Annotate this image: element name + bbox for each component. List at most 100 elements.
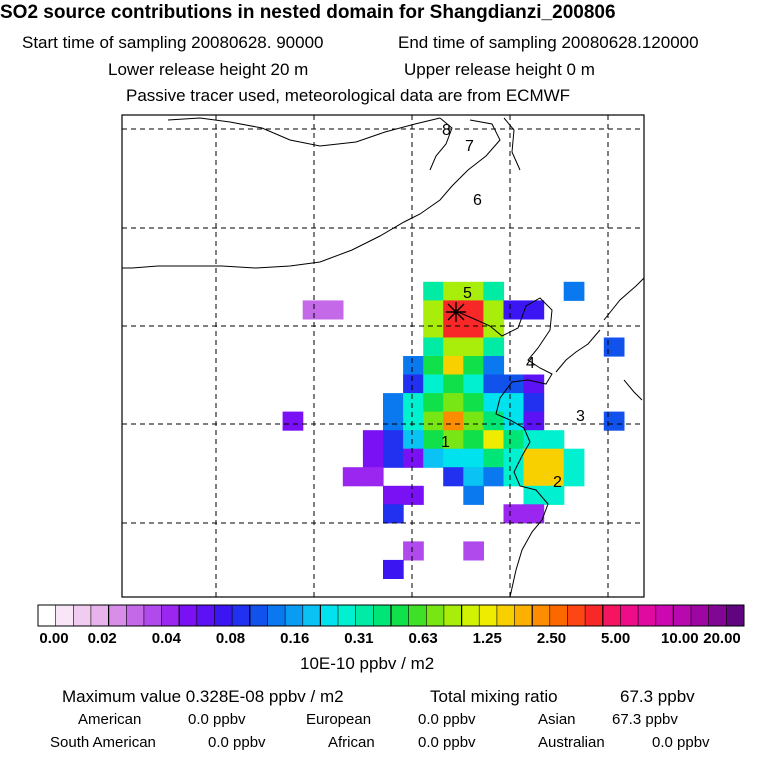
heatmap-cell bbox=[383, 504, 404, 524]
heatmap-cell bbox=[443, 448, 464, 468]
colorbar-tick-label: 0.04 bbox=[151, 630, 181, 647]
heatmap-cell bbox=[543, 430, 565, 450]
receptor-star-icon bbox=[446, 302, 466, 322]
colorbar-swatch bbox=[373, 605, 392, 626]
heatmap-cell bbox=[463, 318, 484, 338]
site-label: 4 bbox=[526, 355, 535, 372]
heatmap-cell bbox=[403, 411, 424, 431]
heatmap-cell bbox=[403, 356, 424, 376]
heatmap-cell bbox=[483, 356, 505, 376]
heatmap-cell bbox=[523, 504, 545, 524]
region-value: 0.0 ppbv bbox=[418, 734, 476, 751]
heatmap-cell bbox=[463, 356, 484, 376]
lower-release-label: Lower release height 20 m bbox=[108, 60, 309, 79]
heatmap-cell bbox=[423, 318, 444, 338]
heatmap-cell bbox=[463, 281, 484, 301]
colorbar-swatch bbox=[143, 605, 162, 626]
colorbar-swatch bbox=[108, 605, 127, 626]
heatmap-cell bbox=[563, 448, 585, 468]
heatmap-cell bbox=[503, 430, 525, 450]
colorbar-swatch bbox=[196, 605, 215, 626]
colorbar-swatch bbox=[408, 605, 427, 626]
heatmap-cell bbox=[403, 485, 424, 505]
colorbar-tick-label: 5.00 bbox=[601, 630, 631, 647]
colorbar-swatch bbox=[126, 605, 145, 626]
colorbar-swatch bbox=[55, 605, 74, 626]
heatmap-cell bbox=[443, 393, 464, 413]
region-value: 0.0 ppbv bbox=[652, 734, 710, 751]
heatmap-cell bbox=[463, 467, 484, 487]
heatmap-cell bbox=[463, 337, 484, 357]
colorbar-swatch bbox=[214, 605, 233, 626]
heatmap-cell bbox=[443, 374, 464, 394]
colorbar-tick-label: 0.08 bbox=[215, 630, 246, 647]
colorbar-swatch bbox=[249, 605, 268, 626]
heatmap-cell bbox=[543, 448, 565, 468]
site-label: 1 bbox=[441, 434, 450, 451]
heatmap-cell bbox=[423, 300, 444, 320]
colorbar-swatch bbox=[673, 605, 692, 626]
colorbar-swatch bbox=[532, 605, 551, 626]
heatmap-cell bbox=[403, 541, 424, 561]
coastline bbox=[623, 379, 643, 401]
region-value: 0.0 ppbv bbox=[418, 711, 476, 728]
site-label: 6 bbox=[473, 192, 482, 209]
site-label: 5 bbox=[463, 285, 472, 302]
region-name: African bbox=[328, 734, 375, 751]
coastline bbox=[555, 329, 601, 373]
heatmap-cell bbox=[503, 504, 525, 524]
heatmap-cell bbox=[403, 374, 424, 394]
coastline bbox=[167, 117, 441, 147]
heatmap-cell bbox=[463, 430, 484, 450]
heatmap-cell bbox=[423, 337, 444, 357]
site-label: 3 bbox=[576, 408, 585, 425]
heatmap-cell bbox=[463, 485, 484, 505]
heatmap-cell bbox=[423, 356, 444, 376]
heatmap-cell bbox=[483, 448, 505, 468]
heatmap-cell bbox=[463, 411, 484, 431]
colorbar-tick-label: 0.31 bbox=[344, 630, 374, 647]
colorbar-swatch bbox=[161, 605, 180, 626]
heatmap-cell bbox=[503, 411, 525, 431]
heatmap-cell bbox=[423, 411, 444, 431]
heatmap-cell bbox=[362, 430, 384, 450]
heatmap-cell bbox=[523, 300, 545, 320]
heatmap-cell bbox=[523, 448, 545, 468]
colorbar-swatch bbox=[638, 605, 657, 626]
heatmap-cell bbox=[443, 281, 464, 301]
heatmap-cell bbox=[463, 541, 484, 561]
region-name: Asian bbox=[538, 711, 576, 728]
colorbar-tick-label: 0.63 bbox=[408, 630, 438, 647]
total-mixing-label: Total mixing ratio bbox=[430, 687, 558, 706]
heatmap-cell bbox=[362, 467, 384, 487]
colorbar-swatch bbox=[655, 605, 674, 626]
colorbar-swatch bbox=[267, 605, 286, 626]
heatmap-cell bbox=[443, 356, 464, 376]
colorbar-swatch bbox=[90, 605, 109, 626]
heatmap-cell bbox=[423, 393, 444, 413]
heatmap-cell bbox=[362, 448, 384, 468]
colorbar-swatch bbox=[73, 605, 92, 626]
colorbar-swatch bbox=[602, 605, 621, 626]
colorbar-swatch bbox=[461, 605, 480, 626]
heatmap-cell bbox=[463, 374, 484, 394]
colorbar-swatch bbox=[302, 605, 321, 626]
colorbar-swatch bbox=[691, 605, 709, 626]
heatmap-cell bbox=[403, 393, 424, 413]
colorbar-swatch bbox=[285, 605, 304, 626]
heatmap-cell bbox=[483, 430, 505, 450]
heatmap-cell bbox=[523, 485, 545, 505]
heatmap-cell bbox=[603, 411, 625, 431]
coastline bbox=[503, 117, 521, 171]
heatmap-cell bbox=[383, 559, 404, 579]
colorbar-swatch bbox=[179, 605, 198, 626]
heatmap-cell bbox=[523, 393, 545, 413]
chart-title: SO2 source contributions in nested domai… bbox=[0, 2, 616, 23]
coastline bbox=[122, 119, 501, 269]
region-value: 0.0 ppbv bbox=[208, 734, 266, 751]
colorbar-swatch bbox=[708, 605, 727, 626]
colorbar-swatch bbox=[355, 605, 374, 626]
heatmap-cell bbox=[463, 448, 484, 468]
heatmap-cell bbox=[403, 430, 424, 450]
coastline bbox=[457, 297, 553, 598]
